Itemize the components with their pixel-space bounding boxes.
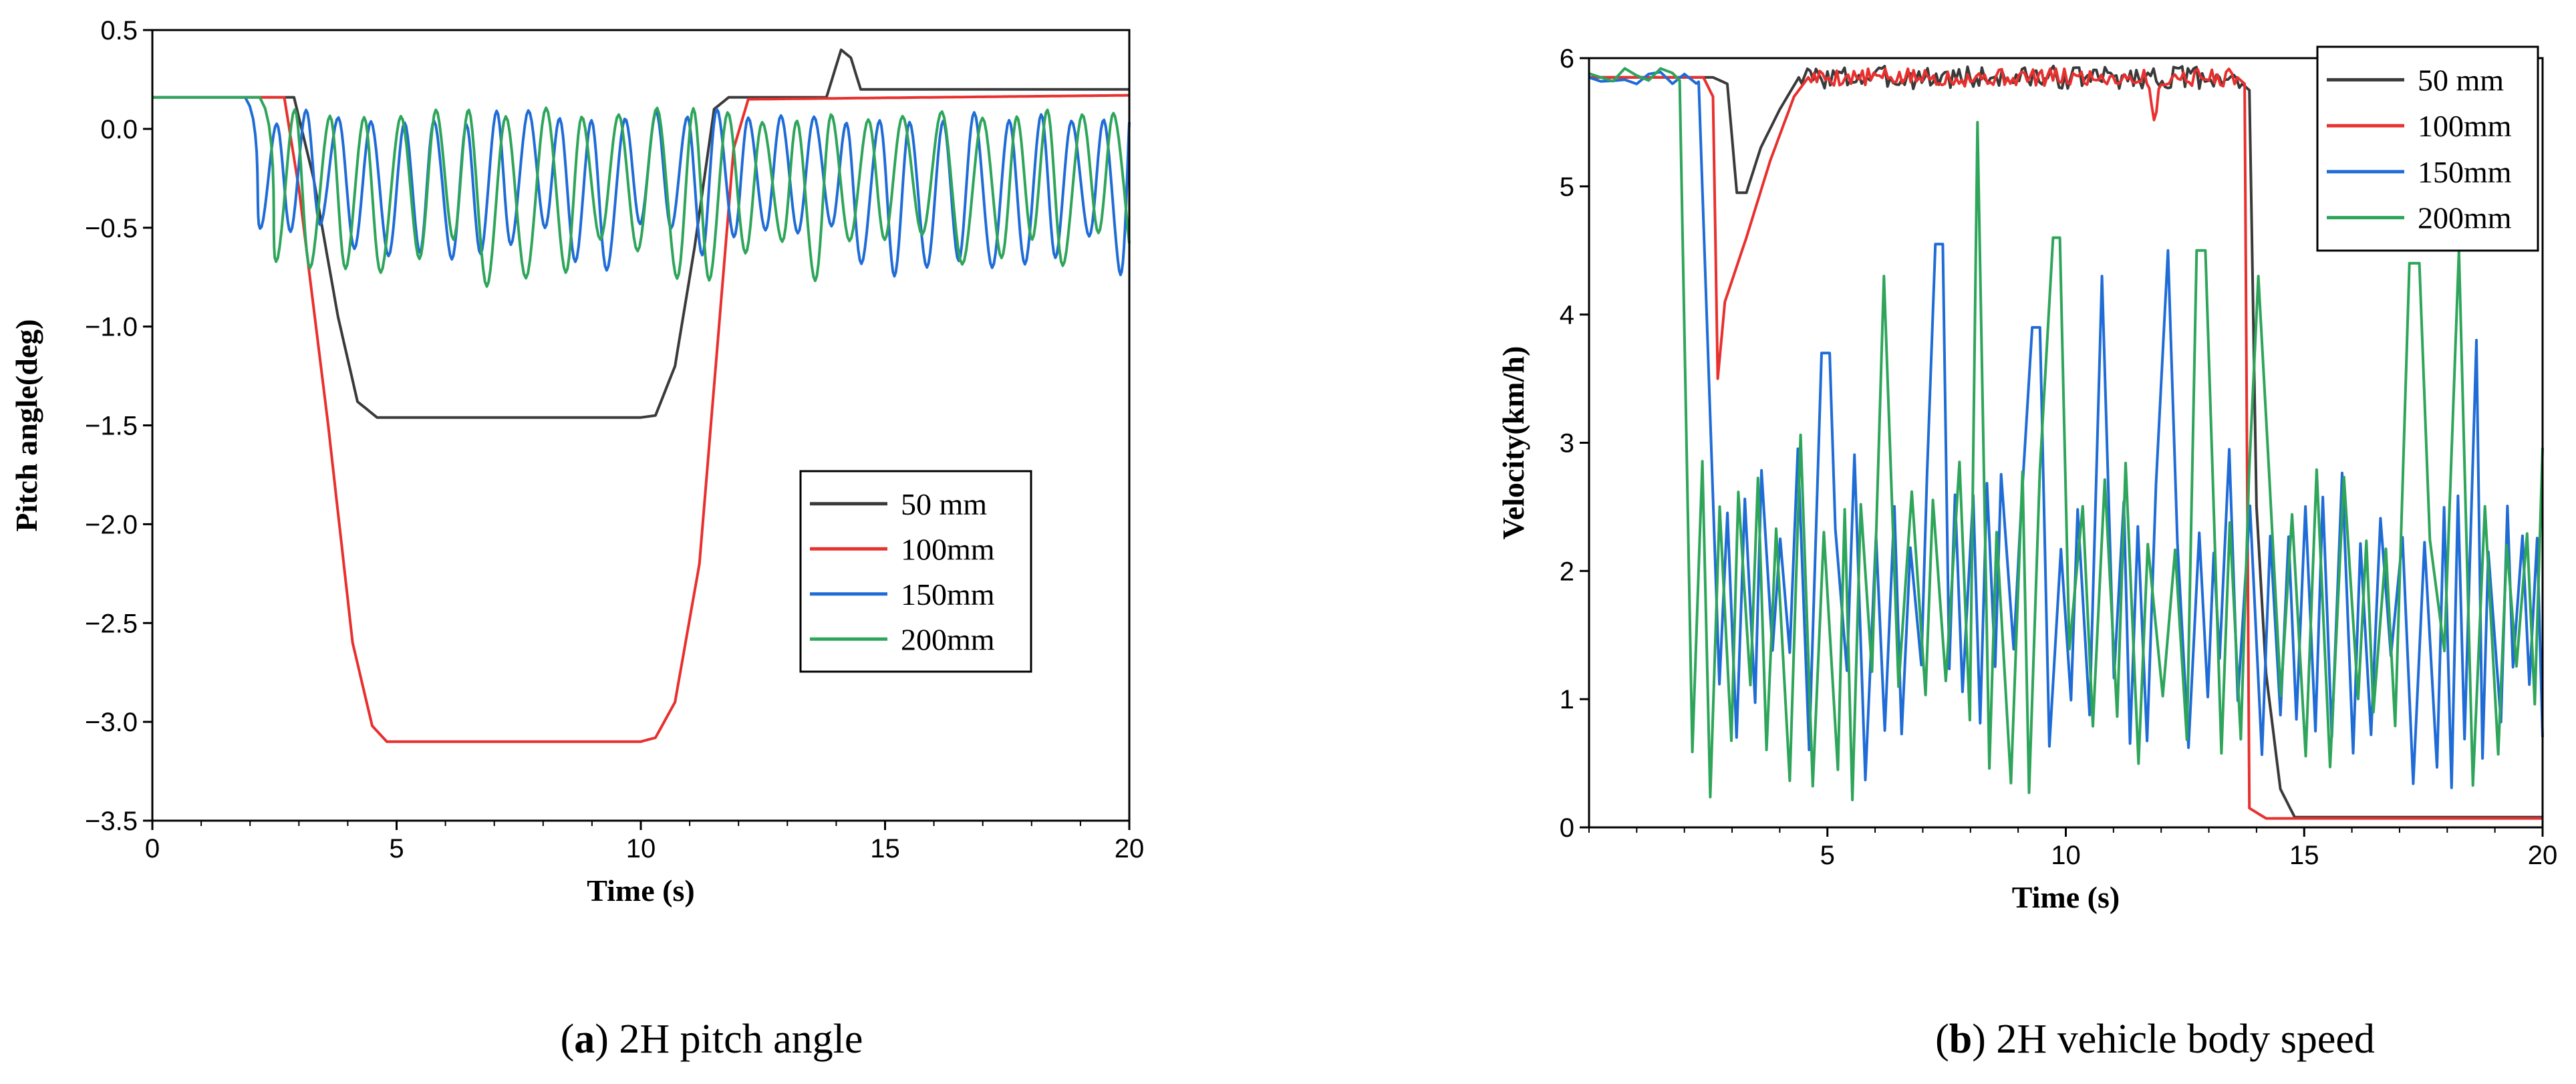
velocity-series-100mm <box>1589 67 2543 820</box>
caption-a-text: 2H pitch angle <box>609 1017 863 1062</box>
velocity-x-tick-label: 20 <box>2528 841 2558 870</box>
pitch-angle-x-tick-label: 0 <box>145 834 160 863</box>
pitch-angle-y-tick-label: 0.0 <box>100 115 138 144</box>
pitch-angle-x-axis-label: Time (s) <box>587 873 694 908</box>
pitch-angle-legend-label-150mm: 150mm <box>901 577 995 612</box>
pitch-angle-series-200mm <box>152 96 1131 288</box>
pitch-angle-y-tick-label: −1.5 <box>85 412 138 441</box>
pitch-angle-series-150mm <box>152 96 1131 278</box>
caption-b-label: b <box>1949 1017 1972 1062</box>
pitch-angle-x-tick-label: 10 <box>626 834 656 863</box>
caption-a-label: a <box>574 1017 595 1062</box>
pitch-angle-legend-label-200mm: 200mm <box>901 622 995 656</box>
velocity-y-tick-label: 6 <box>1560 44 1574 74</box>
pitch-angle-legend: 50 mm 100mm 150mm 200mm <box>799 470 1032 673</box>
pitch-angle-series-100mm <box>152 94 1129 743</box>
velocity-series-group <box>1588 64 2544 820</box>
velocity-y-tick-label: 0 <box>1560 813 1574 843</box>
pitch-angle-y-tick-label: −2.0 <box>85 510 138 539</box>
velocity-y-tick-label: 5 <box>1560 172 1574 202</box>
pitch-angle-y-tick-label: −0.5 <box>85 214 138 243</box>
velocity-y-tick-label: 3 <box>1560 429 1574 458</box>
pitch-angle-x-tick-label: 20 <box>1115 834 1145 863</box>
velocity-x-tick-label: 10 <box>2051 841 2081 870</box>
pitch-angle-y-tick-label: −2.5 <box>85 609 138 638</box>
pitch-angle-chart: 0 5 10 15 20 0.5 0.0 −0.5 −1.0 −1.5 −2.0 −2.5 −3.0 −3… <box>9 16 1144 908</box>
pitch-angle-y-tick-label: 0.5 <box>100 16 138 45</box>
velocity-x-tick-label: 5 <box>1820 841 1835 870</box>
pitch-angle-legend-label-50-mm: 50 mm <box>901 487 987 521</box>
velocity-y-tick-label: 4 <box>1560 301 1574 330</box>
pitch-angle-y-tick-label: −3.5 <box>85 807 138 836</box>
velocity-y-tick-label: 1 <box>1560 685 1574 714</box>
velocity-series-200mm <box>1588 67 2544 801</box>
velocity-chart: 5 10 15 20 0 1 2 3 4 5 6 Time (s) Velocity(km/h) 5… <box>1496 44 2557 914</box>
velocity-legend: 50 mm 100mm 150mm 200mm <box>2316 45 2539 252</box>
caption-b-text: 2H vehicle body speed <box>1986 1017 2375 1062</box>
velocity-legend-label-50-mm: 50 mm <box>2418 63 2504 97</box>
velocity-legend-label-200mm: 200mm <box>2418 201 2512 235</box>
pitch-angle-legend-label-100mm: 100mm <box>901 532 995 566</box>
pitch-angle-x-tick-label: 5 <box>389 834 404 863</box>
velocity-legend-label-150mm: 150mm <box>2418 155 2512 189</box>
caption-b: (b) 2H vehicle body speed <box>1935 1017 2375 1062</box>
pitch-angle-series-group <box>152 48 1131 743</box>
pitch-angle-y-tick-label: −3.0 <box>85 708 138 737</box>
velocity-y-axis-label: Velocity(km/h) <box>1496 346 1530 540</box>
velocity-x-axis-label: Time (s) <box>2012 880 2120 914</box>
pitch-angle-x-tick-label: 15 <box>870 834 900 863</box>
pitch-angle-y-axis-label: Pitch angle(deg) <box>9 319 43 531</box>
velocity-x-tick-label: 15 <box>2289 841 2319 870</box>
velocity-y-tick-label: 2 <box>1560 557 1574 586</box>
pitch-angle-y-tick-label: −1.0 <box>85 313 138 342</box>
caption-a: (a) 2H pitch angle <box>561 1017 863 1062</box>
velocity-legend-label-100mm: 100mm <box>2418 109 2512 143</box>
